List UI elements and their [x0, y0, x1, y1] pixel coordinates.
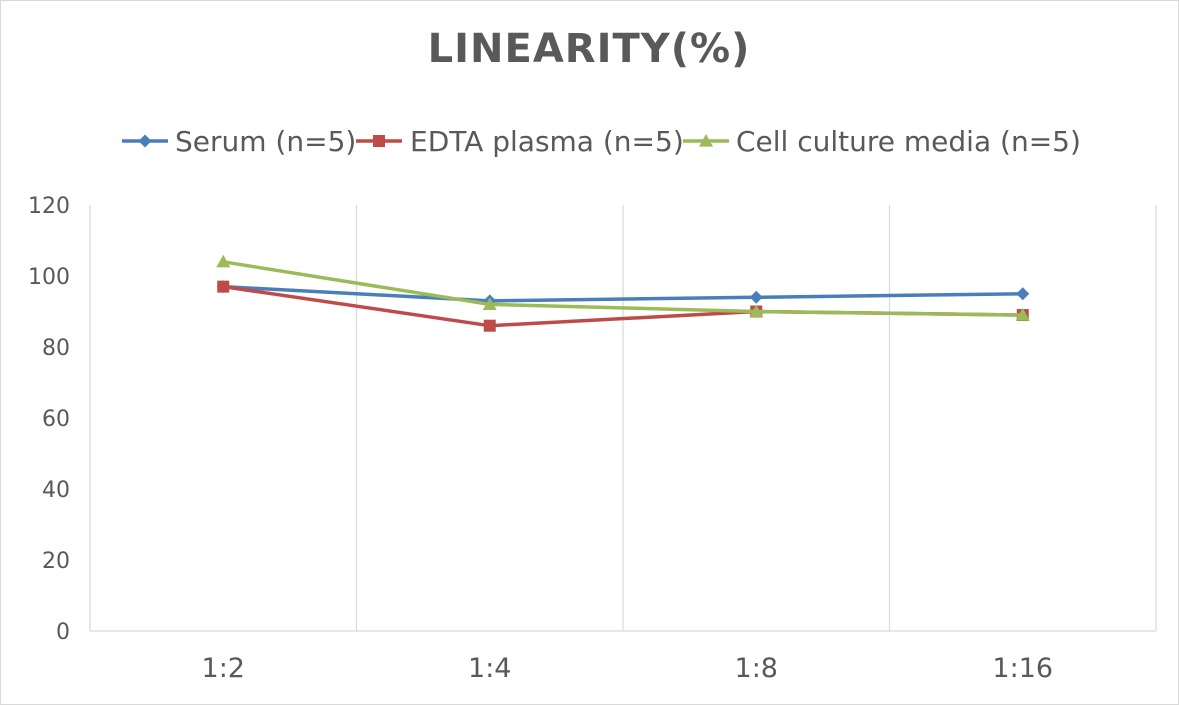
- series-line: [223, 284, 1023, 303]
- y-tick-label: 100: [28, 265, 70, 290]
- chart-title: LINEARITY(%): [428, 26, 751, 72]
- x-tick-label: 1:2: [202, 653, 245, 684]
- data-point: [482, 297, 497, 310]
- y-tick-label: 80: [42, 336, 70, 361]
- data-point: [1016, 287, 1030, 301]
- legend-marker: [138, 134, 152, 148]
- legend-label: EDTA plasma (n=5): [410, 125, 684, 158]
- data-point: [1015, 308, 1030, 321]
- data-point: [483, 319, 496, 332]
- legend-label: Cell culture media (n=5): [736, 125, 1081, 158]
- y-tick-label: 20: [42, 549, 70, 574]
- series-3: [216, 254, 1030, 321]
- x-tick-label: 1:16: [992, 653, 1053, 684]
- y-tick-label: 120: [28, 194, 70, 219]
- legend-marker: [373, 135, 385, 147]
- series-group: [216, 254, 1030, 332]
- data-point: [749, 304, 764, 318]
- x-tick-label: 1:8: [735, 653, 778, 684]
- data-point: [749, 290, 763, 304]
- y-tick-label: 0: [56, 620, 70, 645]
- x-tick-label: 1:4: [468, 653, 511, 684]
- legend-item: EDTA plasma (n=5): [356, 125, 684, 158]
- legend-label: Serum (n=5): [175, 125, 356, 158]
- legend-item: Cell culture media (n=5): [683, 125, 1081, 158]
- legend: Serum (n=5) EDTA plasma (n=5) Cell culture…: [122, 125, 1081, 158]
- legend-marker: [699, 134, 713, 147]
- y-tick-label: 60: [42, 407, 70, 432]
- data-point: [216, 254, 231, 268]
- grid: [355, 205, 1157, 631]
- y-tick-label: 40: [42, 478, 70, 503]
- series-line: [222, 260, 1023, 317]
- axes: 0 20 40 60 80 100 120 1:2 1:4 1:8 1:16: [28, 194, 1156, 684]
- data-point: [217, 280, 230, 293]
- legend-item: Serum (n=5): [122, 125, 356, 158]
